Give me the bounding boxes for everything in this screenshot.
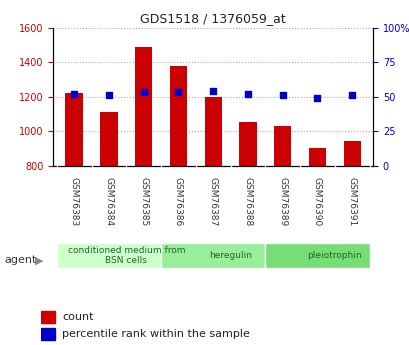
FancyBboxPatch shape — [265, 243, 369, 268]
Bar — [308, 148, 326, 166]
Point — [175, 90, 181, 95]
Text: heregulin: heregulin — [209, 251, 252, 260]
FancyBboxPatch shape — [56, 243, 161, 268]
Point — [244, 91, 251, 97]
Point — [106, 92, 112, 98]
Bar — [41, 328, 55, 340]
Text: GSM76386: GSM76386 — [173, 177, 182, 226]
Text: agent: agent — [4, 256, 36, 265]
Text: GSM76387: GSM76387 — [208, 177, 217, 226]
Text: percentile rank within the sample: percentile rank within the sample — [62, 329, 249, 339]
Point — [71, 91, 77, 97]
Text: GSM76390: GSM76390 — [312, 177, 321, 226]
Point — [279, 92, 285, 98]
FancyBboxPatch shape — [161, 243, 265, 268]
Bar — [204, 97, 221, 166]
Bar — [135, 47, 152, 166]
Bar — [343, 141, 360, 166]
Bar — [273, 126, 291, 166]
Point — [140, 90, 146, 95]
Bar — [169, 66, 187, 166]
Text: count: count — [62, 312, 93, 322]
Point — [348, 92, 355, 98]
Text: GSM76385: GSM76385 — [139, 177, 148, 226]
Title: GDS1518 / 1376059_at: GDS1518 / 1376059_at — [140, 12, 285, 25]
Text: GSM76389: GSM76389 — [278, 177, 287, 226]
Bar — [100, 112, 117, 166]
Point — [313, 95, 320, 101]
Text: ▶: ▶ — [35, 256, 43, 265]
Bar — [65, 93, 83, 166]
Text: conditioned medium from
BSN cells: conditioned medium from BSN cells — [67, 246, 184, 265]
Text: GSM76384: GSM76384 — [104, 177, 113, 226]
Text: pleiotrophin: pleiotrophin — [307, 251, 361, 260]
Point — [209, 88, 216, 94]
Bar — [239, 121, 256, 166]
Text: GSM76383: GSM76383 — [70, 177, 79, 226]
Text: GSM76391: GSM76391 — [347, 177, 356, 226]
Bar — [41, 310, 55, 323]
Text: GSM76388: GSM76388 — [243, 177, 252, 226]
